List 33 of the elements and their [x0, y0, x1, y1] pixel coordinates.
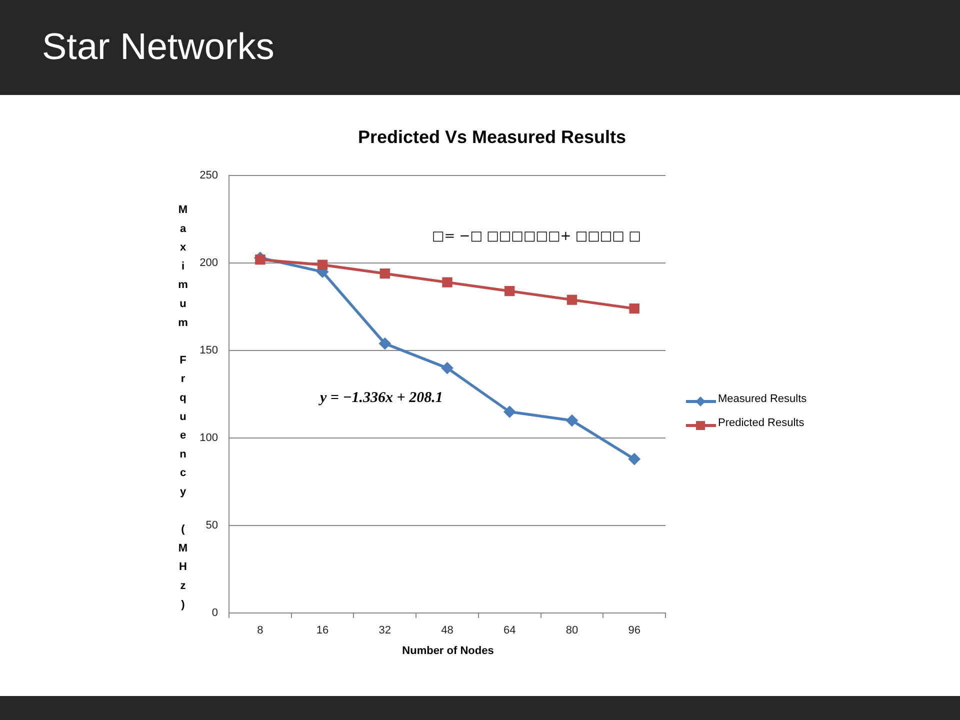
point [504, 286, 515, 296]
annotation: □= −□ □□□□□□+ □□□□ □ [432, 229, 641, 244]
x-tick-label: 8 [257, 624, 264, 637]
y-tick-label: 50 [206, 520, 218, 532]
x-tick-label: 48 [441, 624, 454, 637]
point [566, 294, 578, 305]
point [441, 362, 454, 374]
point [628, 453, 640, 466]
y-tick-label: 100 [200, 432, 218, 444]
x-tick-label: 96 [628, 624, 640, 637]
x-axis-title: Number of Nodes [401, 645, 495, 657]
legend-label: Predicted Results [718, 417, 804, 429]
y-tick-label: 250 [200, 170, 218, 182]
x-tick-label: 64 [503, 624, 516, 637]
point [629, 303, 640, 314]
y-axis-title: Maximum Frquency (MHz) [177, 204, 189, 618]
point [504, 406, 516, 418]
point [378, 338, 391, 350]
x-tick-label: 32 [378, 624, 392, 637]
y-tick-label: 150 [200, 344, 218, 357]
y-tick-label: 0 [212, 607, 218, 620]
legend-label: Measured Results [718, 393, 807, 405]
annotation: y = −1.336x + 208.1 [320, 390, 443, 407]
point [566, 414, 578, 427]
chart-subtitle: Predicted Vs Measured Results [356, 127, 628, 148]
y-tick-label: 200 [200, 257, 218, 270]
point [380, 268, 390, 279]
point [442, 277, 452, 288]
point [317, 260, 328, 270]
chart-title: Star Networks [42, 26, 274, 68]
x-tick-label: 16 [316, 624, 329, 637]
x-tick-label: 80 [566, 624, 578, 637]
point [255, 254, 266, 265]
